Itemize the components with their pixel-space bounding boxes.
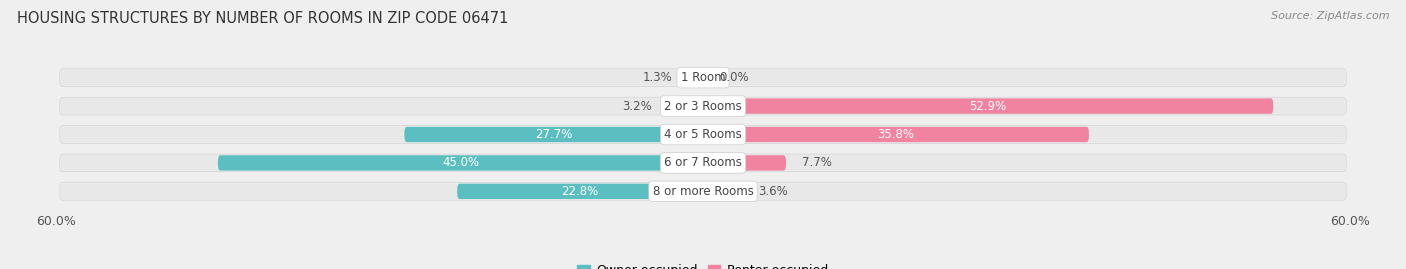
FancyBboxPatch shape [59,154,1347,172]
FancyBboxPatch shape [59,70,1347,85]
FancyBboxPatch shape [59,126,1347,143]
Text: 6 or 7 Rooms: 6 or 7 Rooms [664,156,742,169]
Text: HOUSING STRUCTURES BY NUMBER OF ROOMS IN ZIP CODE 06471: HOUSING STRUCTURES BY NUMBER OF ROOMS IN… [17,11,508,26]
Text: 1 Room: 1 Room [681,71,725,84]
FancyBboxPatch shape [457,184,703,199]
FancyBboxPatch shape [218,155,703,171]
Text: 1.3%: 1.3% [643,71,673,84]
FancyBboxPatch shape [703,98,1274,114]
FancyBboxPatch shape [59,98,1347,114]
FancyBboxPatch shape [689,70,703,85]
FancyBboxPatch shape [59,127,1347,142]
Text: 2 or 3 Rooms: 2 or 3 Rooms [664,100,742,113]
FancyBboxPatch shape [59,97,1347,115]
FancyBboxPatch shape [703,127,1088,142]
Text: 7.7%: 7.7% [803,156,832,169]
FancyBboxPatch shape [59,155,1347,171]
Text: Source: ZipAtlas.com: Source: ZipAtlas.com [1271,11,1389,21]
Legend: Owner-occupied, Renter-occupied: Owner-occupied, Renter-occupied [572,259,834,269]
FancyBboxPatch shape [59,183,1347,200]
Text: 4 or 5 Rooms: 4 or 5 Rooms [664,128,742,141]
Text: 52.9%: 52.9% [970,100,1007,113]
FancyBboxPatch shape [59,69,1347,86]
FancyBboxPatch shape [703,184,742,199]
Text: 3.6%: 3.6% [758,185,787,198]
Text: 0.0%: 0.0% [720,71,749,84]
FancyBboxPatch shape [59,184,1347,199]
Text: 45.0%: 45.0% [441,156,479,169]
FancyBboxPatch shape [405,127,703,142]
FancyBboxPatch shape [703,155,786,171]
FancyBboxPatch shape [668,98,703,114]
Text: 27.7%: 27.7% [536,128,572,141]
Text: 35.8%: 35.8% [877,128,914,141]
Text: 22.8%: 22.8% [561,185,599,198]
Text: 3.2%: 3.2% [623,100,652,113]
Text: 8 or more Rooms: 8 or more Rooms [652,185,754,198]
